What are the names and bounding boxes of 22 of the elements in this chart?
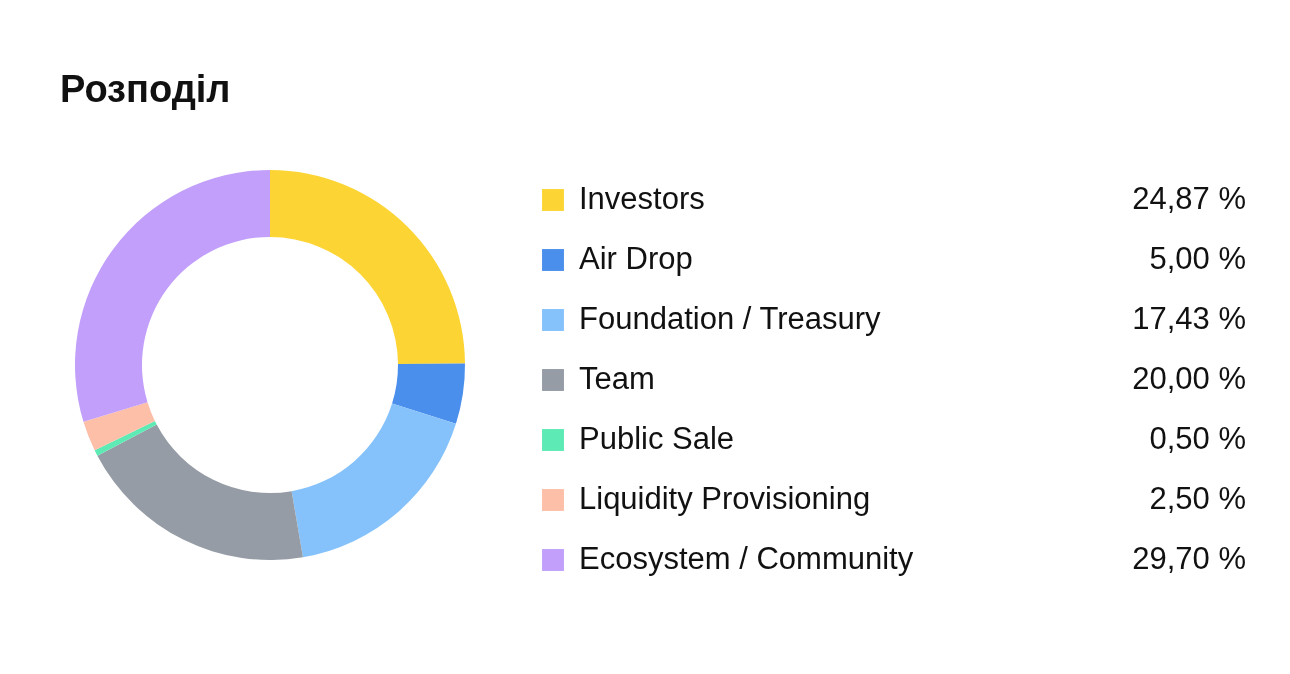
donut-slice <box>270 170 465 364</box>
donut-slice <box>75 170 270 422</box>
data-label: 0,50 % <box>1149 421 1246 456</box>
legend-label: Team <box>579 361 655 396</box>
data-label: 2,50 % <box>1149 481 1246 516</box>
data-label: 29,70 % <box>1132 541 1246 576</box>
donut-slice <box>94 420 157 456</box>
legend-label: Air Drop <box>579 241 693 276</box>
donut-slice <box>392 363 465 424</box>
data-label: 5,00 % <box>1149 241 1246 276</box>
legend-label: Public Sale <box>579 421 735 456</box>
legend-label: Liquidity Provisioning <box>579 481 871 516</box>
data-label: 20,00 % <box>1132 361 1246 396</box>
data-label: 24,87 % <box>1132 181 1246 216</box>
donut-slice <box>83 402 155 451</box>
chart-title: Розподіл <box>60 68 231 110</box>
legend-label: Ecosystem / Community <box>579 541 914 576</box>
donut-slice <box>291 403 456 558</box>
legend-label: Foundation / Treasury <box>579 301 882 336</box>
data-label: 17,43 % <box>1132 301 1246 336</box>
donut-slice <box>97 424 303 560</box>
legend-label: Investors <box>579 181 705 216</box>
